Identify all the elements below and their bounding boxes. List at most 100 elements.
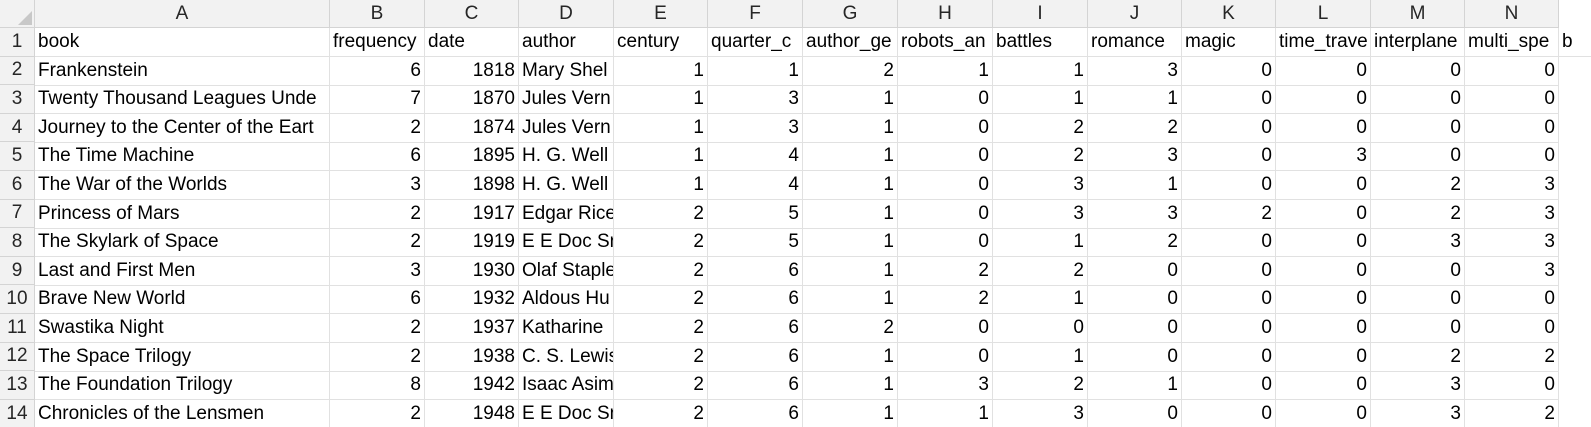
cell-d6[interactable]: H. G. Well xyxy=(519,171,614,200)
cell-i12[interactable]: 1 xyxy=(993,342,1088,372)
cell-m7[interactable]: 2 xyxy=(1371,199,1465,229)
cell-b9[interactable]: 3 xyxy=(330,256,425,286)
cell-f2[interactable]: 1 xyxy=(708,56,803,86)
cell-n4[interactable]: 0 xyxy=(1465,113,1559,143)
column-header-b[interactable]: B xyxy=(330,0,425,28)
cell-g2[interactable]: 2 xyxy=(803,56,898,86)
cell-i10[interactable]: 1 xyxy=(993,285,1088,315)
cell-n13[interactable]: 0 xyxy=(1465,371,1559,401)
cell-b5[interactable]: 6 xyxy=(330,142,425,172)
cell-j8[interactable]: 2 xyxy=(1088,228,1182,258)
cell-d4[interactable]: Jules Vern xyxy=(519,113,614,143)
cell-e2[interactable]: 1 xyxy=(614,56,708,86)
cell-k3[interactable]: 0 xyxy=(1182,85,1276,115)
cell-e9[interactable]: 2 xyxy=(614,256,708,286)
cell-i14[interactable]: 3 xyxy=(993,399,1088,427)
cell-l14[interactable]: 0 xyxy=(1276,399,1371,427)
cell-d5[interactable]: H. G. Well xyxy=(519,142,614,172)
cell-a3[interactable]: Twenty Thousand Leagues Unde xyxy=(35,85,330,115)
cell-b13[interactable]: 8 xyxy=(330,371,425,401)
cell-l6[interactable]: 0 xyxy=(1276,171,1371,200)
cell-j9[interactable]: 0 xyxy=(1088,256,1182,286)
cell-c5[interactable]: 1895 xyxy=(425,142,519,172)
cell-j10[interactable]: 0 xyxy=(1088,285,1182,315)
cell-k13[interactable]: 0 xyxy=(1182,371,1276,401)
cell-j7[interactable]: 3 xyxy=(1088,199,1182,229)
cell-g4[interactable]: 1 xyxy=(803,113,898,143)
cell-n3[interactable]: 0 xyxy=(1465,85,1559,115)
cell-f10[interactable]: 6 xyxy=(708,285,803,315)
cell-d8[interactable]: E E Doc Sn xyxy=(519,228,614,258)
select-all-corner[interactable] xyxy=(0,0,35,28)
cell-f1[interactable]: quarter_c xyxy=(708,28,803,57)
row-header-3[interactable]: 3 xyxy=(0,85,35,114)
cell-j4[interactable]: 2 xyxy=(1088,113,1182,143)
cell-h14[interactable]: 1 xyxy=(898,399,993,427)
cell-f6[interactable]: 4 xyxy=(708,171,803,200)
cell-l10[interactable]: 0 xyxy=(1276,285,1371,315)
cell-f3[interactable]: 3 xyxy=(708,85,803,115)
cell-d13[interactable]: Isaac Asim xyxy=(519,371,614,401)
cell-e10[interactable]: 2 xyxy=(614,285,708,315)
cell-d3[interactable]: Jules Vern xyxy=(519,85,614,115)
row-header-12[interactable]: 12 xyxy=(0,342,35,372)
cell-g14[interactable]: 1 xyxy=(803,399,898,427)
cell-i2[interactable]: 1 xyxy=(993,56,1088,86)
cell-a7[interactable]: Princess of Mars xyxy=(35,199,330,229)
cell-a4[interactable]: Journey to the Center of the Eart xyxy=(35,113,330,143)
cell-a6[interactable]: The War of the Worlds xyxy=(35,171,330,200)
cell-h5[interactable]: 0 xyxy=(898,142,993,172)
cell-l9[interactable]: 0 xyxy=(1276,256,1371,286)
cell-i7[interactable]: 3 xyxy=(993,199,1088,229)
cell-n11[interactable]: 0 xyxy=(1465,314,1559,343)
cell-k4[interactable]: 0 xyxy=(1182,113,1276,143)
cell-m11[interactable]: 0 xyxy=(1371,314,1465,343)
cell-j6[interactable]: 1 xyxy=(1088,171,1182,200)
cell-b14[interactable]: 2 xyxy=(330,399,425,427)
cell-c13[interactable]: 1942 xyxy=(425,371,519,401)
cell-j2[interactable]: 3 xyxy=(1088,56,1182,86)
row-header-8[interactable]: 8 xyxy=(0,228,35,257)
cell-a8[interactable]: The Skylark of Space xyxy=(35,228,330,258)
cell-c1[interactable]: date xyxy=(425,28,519,57)
cell-m6[interactable]: 2 xyxy=(1371,171,1465,200)
cell-c4[interactable]: 1874 xyxy=(425,113,519,143)
cell-e13[interactable]: 2 xyxy=(614,371,708,401)
cell-c12[interactable]: 1938 xyxy=(425,342,519,372)
cell-m14[interactable]: 3 xyxy=(1371,399,1465,427)
cell-d10[interactable]: Aldous Hu xyxy=(519,285,614,315)
cell-i5[interactable]: 2 xyxy=(993,142,1088,172)
cell-f5[interactable]: 4 xyxy=(708,142,803,172)
cell-l3[interactable]: 0 xyxy=(1276,85,1371,115)
cell-n5[interactable]: 0 xyxy=(1465,142,1559,172)
cell-k6[interactable]: 0 xyxy=(1182,171,1276,200)
cell-m12[interactable]: 2 xyxy=(1371,342,1465,372)
cell-m2[interactable]: 0 xyxy=(1371,56,1465,86)
cell-b7[interactable]: 2 xyxy=(330,199,425,229)
cell-h4[interactable]: 0 xyxy=(898,113,993,143)
cell-f7[interactable]: 5 xyxy=(708,199,803,229)
cell-b2[interactable]: 6 xyxy=(330,56,425,86)
row-header-9[interactable]: 9 xyxy=(0,256,35,286)
cell-k5[interactable]: 0 xyxy=(1182,142,1276,172)
cell-c11[interactable]: 1937 xyxy=(425,314,519,343)
cell-k1[interactable]: magic xyxy=(1182,28,1276,57)
cell-a5[interactable]: The Time Machine xyxy=(35,142,330,172)
cell-h1[interactable]: robots_an xyxy=(898,28,993,57)
cell-g12[interactable]: 1 xyxy=(803,342,898,372)
cell-b1[interactable]: frequency xyxy=(330,28,425,57)
row-header-14[interactable]: 14 xyxy=(0,399,35,427)
cell-m3[interactable]: 0 xyxy=(1371,85,1465,115)
row-header-11[interactable]: 11 xyxy=(0,314,35,343)
cell-n8[interactable]: 3 xyxy=(1465,228,1559,258)
cell-j1[interactable]: romance xyxy=(1088,28,1182,57)
column-header-g[interactable]: G xyxy=(803,0,898,28)
row-header-4[interactable]: 4 xyxy=(0,113,35,143)
cell-e1[interactable]: century xyxy=(614,28,708,57)
cell-l12[interactable]: 0 xyxy=(1276,342,1371,372)
cell-h9[interactable]: 2 xyxy=(898,256,993,286)
cell-k8[interactable]: 0 xyxy=(1182,228,1276,258)
cell-a14[interactable]: Chronicles of the Lensmen xyxy=(35,399,330,427)
cell-m8[interactable]: 3 xyxy=(1371,228,1465,258)
row-header-10[interactable]: 10 xyxy=(0,285,35,314)
